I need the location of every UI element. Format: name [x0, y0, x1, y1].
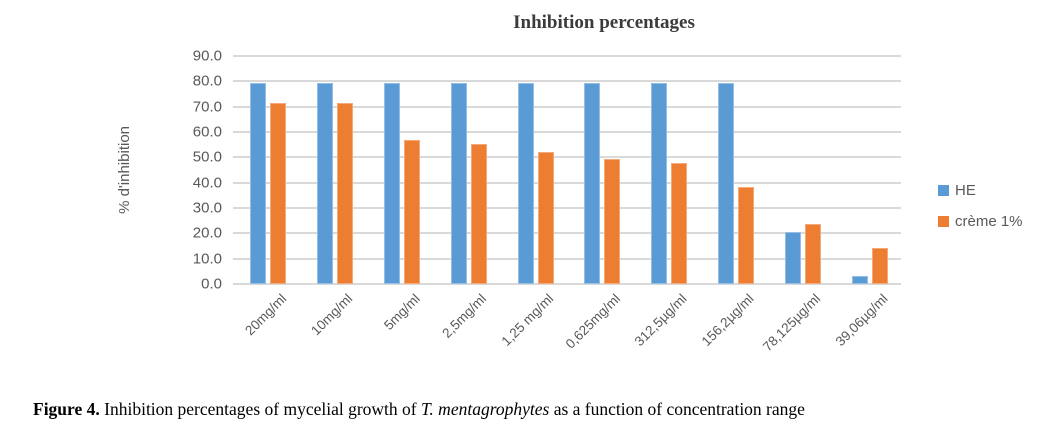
y-axis-title: % d'inhibition — [116, 56, 133, 284]
bar-he-10mg/ml — [317, 83, 333, 284]
x-tick-label: 0,625mg/ml — [562, 291, 624, 352]
x-tick-label: 5mg/ml — [380, 291, 423, 333]
gridline — [233, 156, 901, 159]
bar-he-0,625mg/ml — [584, 83, 600, 284]
legend-item: HE — [938, 181, 1023, 199]
bar-he-312,5µg/ml — [651, 83, 667, 284]
y-axis-tick-labels: 0.0 10.0 20.0 30.0 40.0 50.0 60.0 70.0 80.0 90.0 — [150, 48, 222, 293]
y-tick-label: 80.0 — [192, 72, 222, 90]
bar-he-39,06µg/ml — [852, 276, 868, 284]
y-tick-label: 50.0 — [192, 148, 222, 166]
figure-caption-text-1: Inhibition percentages of mycelial growt… — [99, 399, 421, 419]
y-tick-label: 70.0 — [192, 98, 222, 116]
x-tick-label: 20mg/ml — [241, 291, 290, 339]
bar-he-20mg/ml — [250, 83, 266, 284]
bar-creme-39,06µg/ml — [872, 248, 888, 284]
bar-creme-312,5µg/ml — [671, 163, 687, 284]
gridline — [233, 80, 901, 83]
x-tick-label: 10mg/ml — [308, 291, 356, 339]
x-tick-label: 156,2µg/ml — [698, 291, 757, 350]
y-tick-label: 10.0 — [192, 250, 222, 268]
bar-creme-2,5mg/ml — [471, 144, 487, 284]
gridline — [233, 55, 901, 57]
x-tick-label: 78,125µg/ml — [760, 291, 824, 355]
bar-creme-1,25 mg/ml — [538, 152, 554, 284]
x-tick-label: 2,5mg/ml — [439, 291, 490, 341]
bar-creme-0,625mg/ml — [604, 159, 620, 284]
figure-caption: Figure 4. Inhibition percentages of myce… — [33, 399, 1028, 420]
bar-he-5mg/ml — [384, 83, 400, 284]
legend-swatch-icon — [938, 215, 949, 227]
plot-area — [233, 55, 901, 285]
y-tick-label: 40.0 — [192, 174, 222, 192]
bar-he-156,2µg/ml — [718, 83, 734, 284]
figure-caption-label: Figure 4. — [33, 399, 100, 419]
x-tick-label: 312,5µg/ml — [631, 291, 690, 350]
bar-he-1,25 mg/ml — [518, 83, 534, 284]
x-axis-tick-labels: 20mg/ml 10mg/ml 5mg/ml 2,5mg/ml 1,25 mg/ml 0,… — [233, 291, 901, 391]
legend-label: HE — [955, 181, 976, 199]
x-tick-label: 39,06µg/ml — [832, 291, 891, 350]
bar-creme-78,125µg/ml — [805, 224, 821, 284]
gridline — [233, 257, 901, 260]
y-tick-label: 20.0 — [192, 224, 222, 242]
figure-caption-text-2: as a function of concentration range — [549, 399, 805, 419]
bar-creme-156,2µg/ml — [738, 187, 754, 284]
y-tick-label: 60.0 — [192, 123, 222, 141]
bar-creme-10mg/ml — [337, 103, 353, 284]
y-tick-label: 90.0 — [192, 47, 222, 65]
legend-label: crème 1% — [955, 212, 1023, 230]
gridline — [233, 105, 901, 108]
legend: HE crème 1% — [938, 181, 1023, 230]
bar-creme-20mg/ml — [270, 103, 286, 284]
bar-creme-5mg/ml — [404, 140, 420, 284]
chart-title: Inhibition percentages — [513, 12, 695, 33]
gridline — [233, 181, 901, 184]
bar-he-2,5mg/ml — [451, 83, 467, 284]
legend-item: crème 1% — [938, 212, 1023, 230]
gridline — [233, 207, 901, 209]
bar-he-78,125µg/ml — [785, 232, 801, 284]
x-tick-label: 1,25 mg/ml — [498, 291, 557, 349]
legend-swatch-icon — [938, 184, 949, 196]
gridline — [233, 131, 901, 133]
y-tick-label: 30.0 — [192, 199, 222, 217]
y-tick-label: 0.0 — [201, 275, 222, 293]
figure-caption-species: T. mentagrophytes — [421, 399, 550, 419]
gridline — [233, 283, 901, 285]
gridline — [233, 232, 901, 235]
y-axis-title-text: % d'inhibition — [116, 126, 133, 214]
